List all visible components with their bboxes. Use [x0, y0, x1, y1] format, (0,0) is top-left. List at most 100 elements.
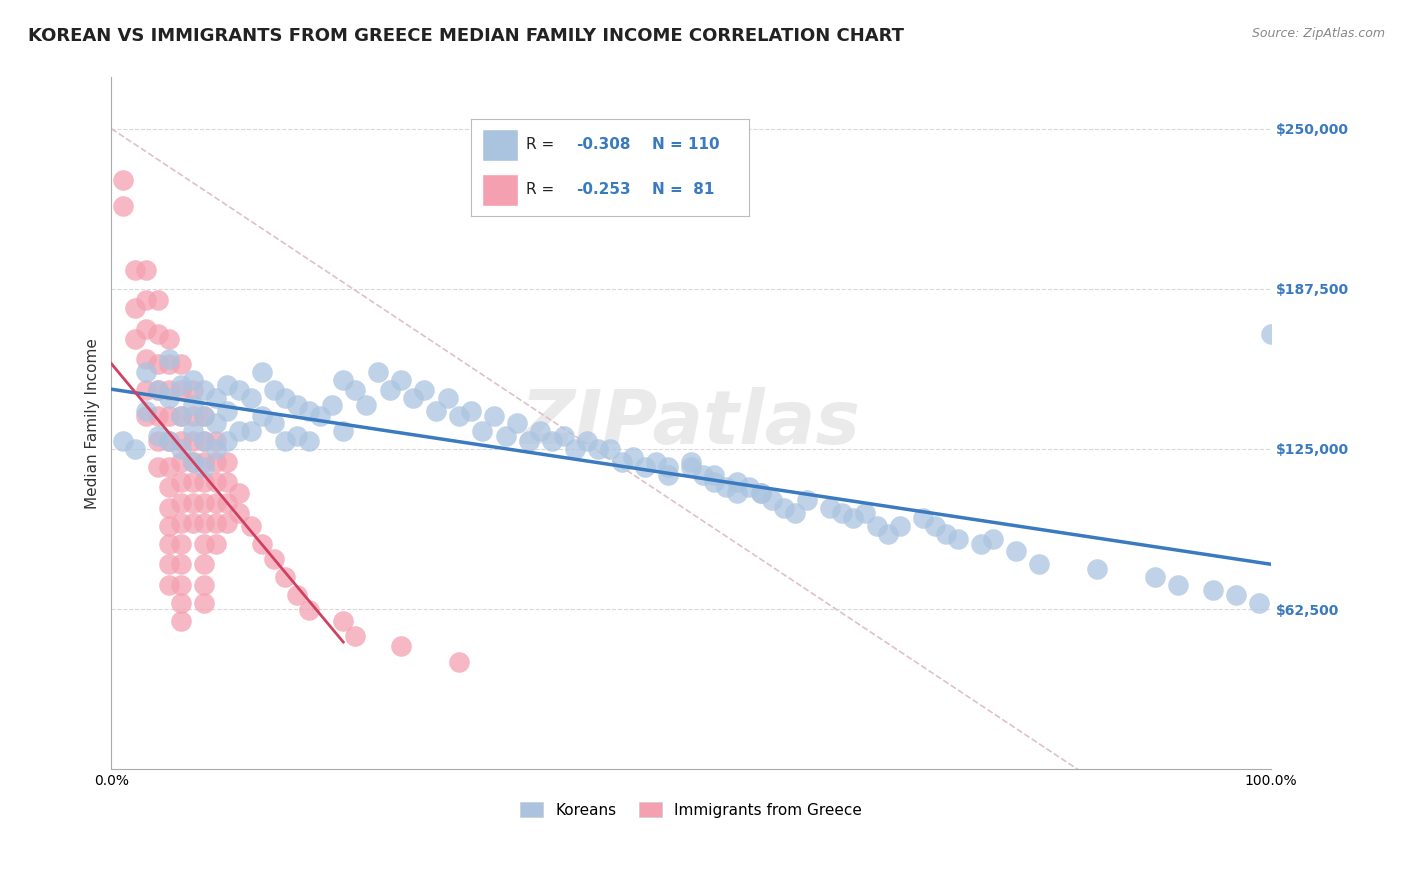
Point: [250, 365, 273, 379]
Point: [157, 434, 180, 449]
Point: [228, 485, 250, 500]
Point: [645, 455, 668, 469]
Point: [714, 480, 737, 494]
Point: [170, 496, 193, 510]
Point: [181, 496, 204, 510]
Point: [193, 434, 215, 449]
Text: KOREAN VS IMMIGRANTS FROM GREECE MEDIAN FAMILY INCOME CORRELATION CHART: KOREAN VS IMMIGRANTS FROM GREECE MEDIAN …: [28, 27, 904, 45]
Point: [193, 434, 215, 449]
Point: [727, 485, 749, 500]
Legend: Koreans, Immigrants from Greece: Koreans, Immigrants from Greece: [515, 796, 869, 824]
Point: [274, 570, 297, 584]
Point: [796, 493, 818, 508]
Point: [181, 373, 204, 387]
Point: [170, 455, 193, 469]
Point: [204, 516, 226, 531]
Point: [263, 383, 285, 397]
Point: [170, 442, 193, 456]
Point: [250, 409, 273, 423]
Point: [157, 409, 180, 423]
Point: [181, 455, 204, 469]
Point: [193, 409, 215, 423]
Point: [157, 459, 180, 474]
Point: [204, 475, 226, 490]
Point: [309, 409, 332, 423]
Point: [1143, 570, 1166, 584]
Y-axis label: Median Family Income: Median Family Income: [86, 338, 100, 508]
Point: [1004, 544, 1026, 558]
Point: [135, 321, 157, 335]
Point: [692, 467, 714, 482]
Point: [517, 434, 540, 449]
Point: [332, 424, 354, 438]
Point: [124, 301, 146, 315]
Point: [425, 403, 447, 417]
Point: [157, 537, 180, 551]
Point: [1260, 326, 1282, 341]
Point: [135, 365, 157, 379]
Point: [217, 403, 239, 417]
Point: [193, 409, 215, 423]
Point: [170, 434, 193, 449]
Point: [727, 475, 749, 490]
Point: [135, 403, 157, 417]
Point: [1085, 562, 1108, 576]
Point: [181, 455, 204, 469]
Point: [193, 558, 215, 572]
Point: [146, 383, 169, 397]
Point: [831, 506, 853, 520]
Point: [842, 511, 865, 525]
Point: [204, 417, 226, 431]
Point: [877, 526, 900, 541]
Point: [193, 537, 215, 551]
Point: [170, 383, 193, 397]
Point: [135, 262, 157, 277]
Point: [749, 485, 772, 500]
Point: [157, 434, 180, 449]
Point: [1225, 588, 1247, 602]
Point: [170, 578, 193, 592]
Point: [146, 326, 169, 341]
Point: [356, 399, 378, 413]
Point: [853, 506, 876, 520]
Point: [657, 459, 679, 474]
Point: [529, 424, 551, 438]
Point: [204, 442, 226, 456]
Point: [250, 537, 273, 551]
Point: [193, 596, 215, 610]
Point: [1249, 596, 1271, 610]
Point: [681, 455, 703, 469]
Point: [181, 475, 204, 490]
Point: [263, 417, 285, 431]
Point: [217, 516, 239, 531]
Point: [935, 526, 957, 541]
Point: [146, 459, 169, 474]
Point: [157, 558, 180, 572]
Point: [146, 293, 169, 308]
Point: [124, 442, 146, 456]
Point: [449, 409, 471, 423]
Point: [135, 383, 157, 397]
Point: [204, 537, 226, 551]
Point: [193, 475, 215, 490]
Point: [204, 496, 226, 510]
Point: [924, 519, 946, 533]
Point: [193, 496, 215, 510]
Point: [181, 399, 204, 413]
Point: [181, 516, 204, 531]
Point: [217, 475, 239, 490]
Point: [495, 429, 517, 443]
Point: [124, 332, 146, 346]
Point: [460, 403, 482, 417]
Point: [378, 383, 401, 397]
Point: [367, 365, 389, 379]
Point: [389, 373, 412, 387]
Point: [738, 480, 761, 494]
Point: [157, 332, 180, 346]
Point: [297, 434, 319, 449]
Point: [111, 434, 134, 449]
Point: [599, 442, 621, 456]
Point: [274, 434, 297, 449]
Point: [981, 532, 1004, 546]
Point: [621, 450, 644, 464]
